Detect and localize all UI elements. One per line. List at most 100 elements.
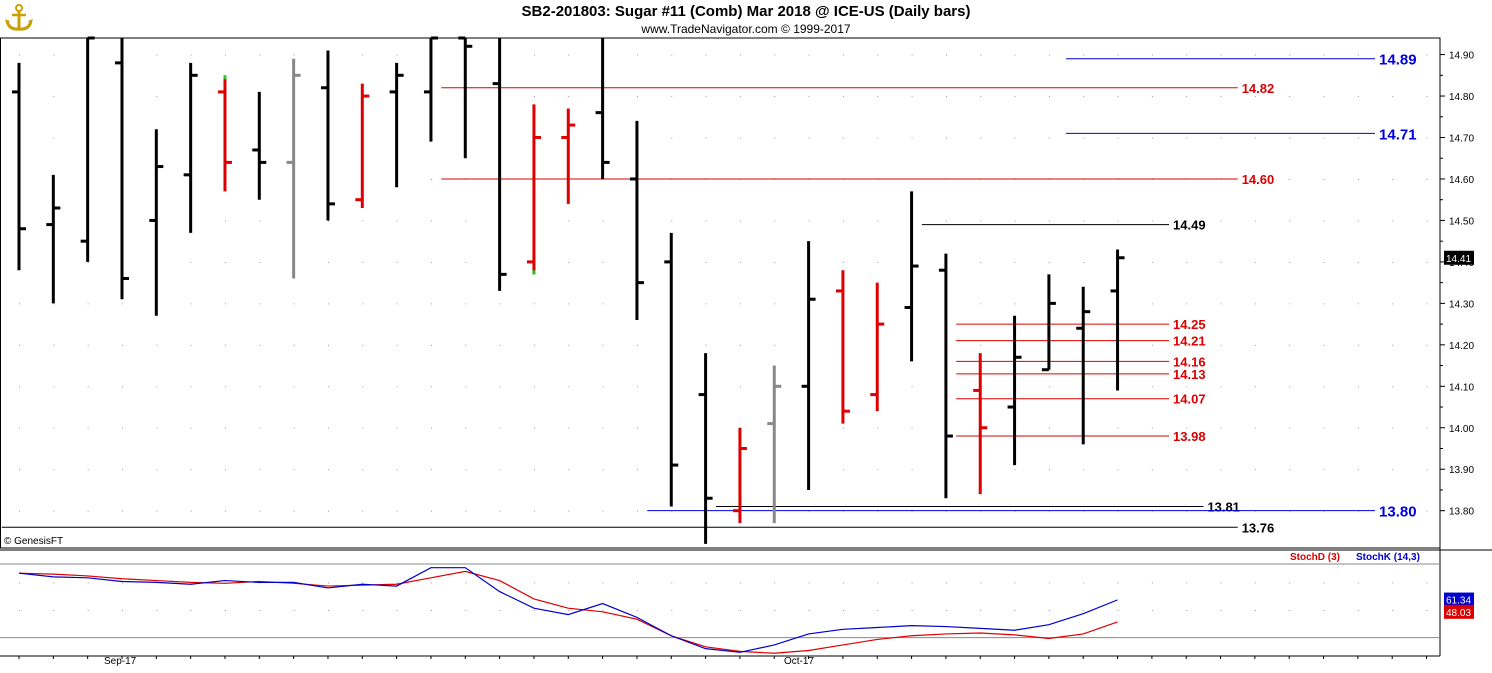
grid-dot (980, 96, 982, 98)
grid-dot (568, 610, 570, 611)
grid-dot (705, 303, 707, 305)
grid-dot (774, 610, 776, 611)
grid-row (19, 137, 1428, 139)
grid-dot (705, 54, 707, 56)
grid-dot (1357, 582, 1359, 584)
x-label-sep: Sep-17 (104, 656, 137, 667)
grid-dot (259, 610, 261, 611)
grid-dot (980, 261, 982, 263)
grid-dot (1323, 344, 1325, 346)
grid-dot (1048, 220, 1050, 222)
grid-dot (739, 582, 741, 584)
level-label: 14.60 (1242, 172, 1275, 187)
grid-dot (259, 261, 261, 263)
grid-dot (671, 54, 673, 56)
grid-dot (1289, 386, 1291, 388)
grid-dot (1392, 427, 1394, 429)
grid-dot (739, 386, 741, 388)
ohlc-bar (938, 253, 953, 499)
grid-dot (156, 610, 158, 611)
level-label: 13.80 (1379, 504, 1417, 521)
grid-dot (190, 469, 192, 471)
grid-dot (877, 610, 879, 611)
ohlc-bar (114, 38, 129, 300)
grid-dot (259, 510, 261, 512)
grid-dot (1289, 137, 1291, 139)
grid-dot (293, 303, 295, 305)
stochk-legend: StochK (14,3) (1356, 552, 1420, 563)
ohlc-bar (149, 129, 164, 316)
grid-dot (1117, 610, 1119, 611)
grid-dot (499, 610, 501, 611)
grid-dot (1392, 582, 1394, 584)
grid-dot (568, 510, 570, 512)
grid-dot (1426, 178, 1428, 180)
grid-dot (1392, 261, 1394, 263)
grid-dot (1392, 469, 1394, 471)
grid-dot (53, 54, 55, 56)
grid-dot (1186, 469, 1188, 471)
grid-dot (87, 261, 89, 263)
ohlc-bar (1007, 315, 1022, 466)
grid-dot (156, 510, 158, 512)
grid-dot (499, 427, 501, 429)
grid-dot (1151, 582, 1153, 584)
grid-dot (1289, 610, 1291, 611)
grid-dot (1151, 427, 1153, 429)
grid-dot (121, 427, 123, 429)
grid-dot (1254, 220, 1256, 222)
grid-dot (980, 220, 982, 222)
grid-dot (1014, 96, 1016, 98)
grid-dot (602, 344, 604, 346)
grid-dot (1289, 469, 1291, 471)
grid-dot (1151, 610, 1153, 611)
grid-dot (1220, 303, 1222, 305)
grid-dot (533, 303, 535, 305)
last-price-label: 14.41 (1446, 254, 1471, 265)
y-tick-label: 14.10 (1449, 382, 1474, 393)
ohlc-bar (423, 36, 438, 142)
grid-dot (1323, 178, 1325, 180)
y-tick-label: 13.90 (1449, 465, 1474, 476)
grid-dot (1151, 54, 1153, 56)
grid-dot (327, 427, 329, 429)
bar-marker (532, 270, 536, 275)
grid-dot (568, 96, 570, 98)
grid-row (19, 261, 1428, 263)
grid-dot (636, 582, 638, 584)
grid-dot (1151, 96, 1153, 98)
grid-dot (1220, 96, 1222, 98)
grid-dot (430, 178, 432, 180)
grid-dot (568, 427, 570, 429)
grid-dot (980, 303, 982, 305)
grid-dot (362, 386, 364, 388)
grid-dot (533, 96, 535, 98)
grid-dot (1014, 303, 1016, 305)
price-panel: 14.9014.8014.7014.6014.5014.4014.3014.20… (0, 36, 1492, 656)
anchor-logo-icon (2, 2, 36, 32)
grid-dot (224, 510, 226, 512)
y-tick-label: 14.80 (1449, 92, 1474, 103)
level-label: 13.81 (1207, 500, 1240, 515)
grid-dot (19, 610, 20, 611)
grid-dot (1186, 344, 1188, 346)
grid-dot (190, 54, 192, 56)
grid-dot (705, 582, 707, 584)
grid-dot (121, 610, 123, 611)
grid-dot (980, 582, 982, 584)
grid-dot (1392, 344, 1394, 346)
grid-dot (87, 582, 89, 584)
grid-dot (293, 510, 295, 512)
grid-dot (224, 344, 226, 346)
ohlc-bar (732, 427, 747, 524)
grid-dot (1426, 610, 1428, 611)
grid-dot (1323, 96, 1325, 98)
grid-dot (1357, 261, 1359, 263)
grid-dot (911, 427, 913, 429)
grid-dot (1357, 386, 1359, 388)
grid-dot (1323, 261, 1325, 263)
watermark: © GenesisFT (4, 536, 64, 547)
grid-dot (465, 510, 467, 512)
grid-dot (1357, 469, 1359, 471)
grid-dot (1220, 137, 1222, 139)
